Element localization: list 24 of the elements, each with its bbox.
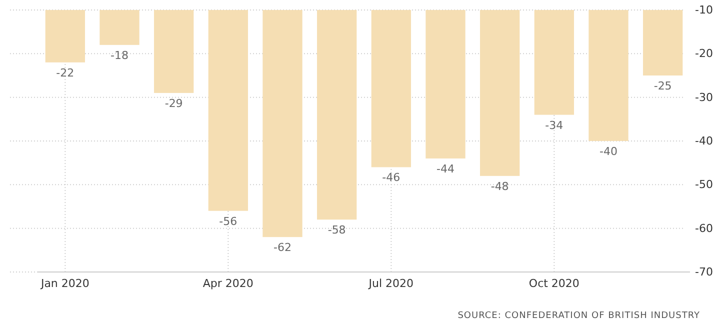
data-label: -46	[382, 171, 400, 184]
y-tick-label: -50	[695, 178, 713, 192]
data-label: -56	[219, 214, 238, 228]
x-tick-label: Jan 2020	[40, 277, 90, 290]
data-label: -29	[164, 96, 183, 110]
data-label: -44	[436, 162, 454, 176]
y-tick-label: -20	[695, 47, 713, 60]
y-tick-label: -60	[695, 222, 713, 235]
x-tick-label: Apr 2020	[202, 277, 254, 290]
data-label: -58	[328, 224, 346, 237]
data-label: -62	[274, 241, 292, 254]
data-label: -48	[490, 180, 509, 193]
y-tick-label: -30	[695, 90, 713, 104]
y-tick-label: -40	[695, 134, 713, 148]
data-label: -40	[600, 145, 618, 158]
x-tick-label: Oct 2020	[528, 277, 580, 290]
data-label: -22	[56, 66, 74, 80]
source-note: SOURCE: CONFEDERATION OF BRITISH INDUSTRY	[458, 311, 700, 321]
data-label: -34	[545, 118, 564, 132]
x-tick-label: Jul 2020	[368, 277, 414, 290]
y-tick-label: -70	[695, 266, 713, 279]
data-label: -25	[654, 80, 672, 92]
data-label: -18	[110, 48, 128, 62]
y-tick-label: -10	[695, 4, 713, 17]
